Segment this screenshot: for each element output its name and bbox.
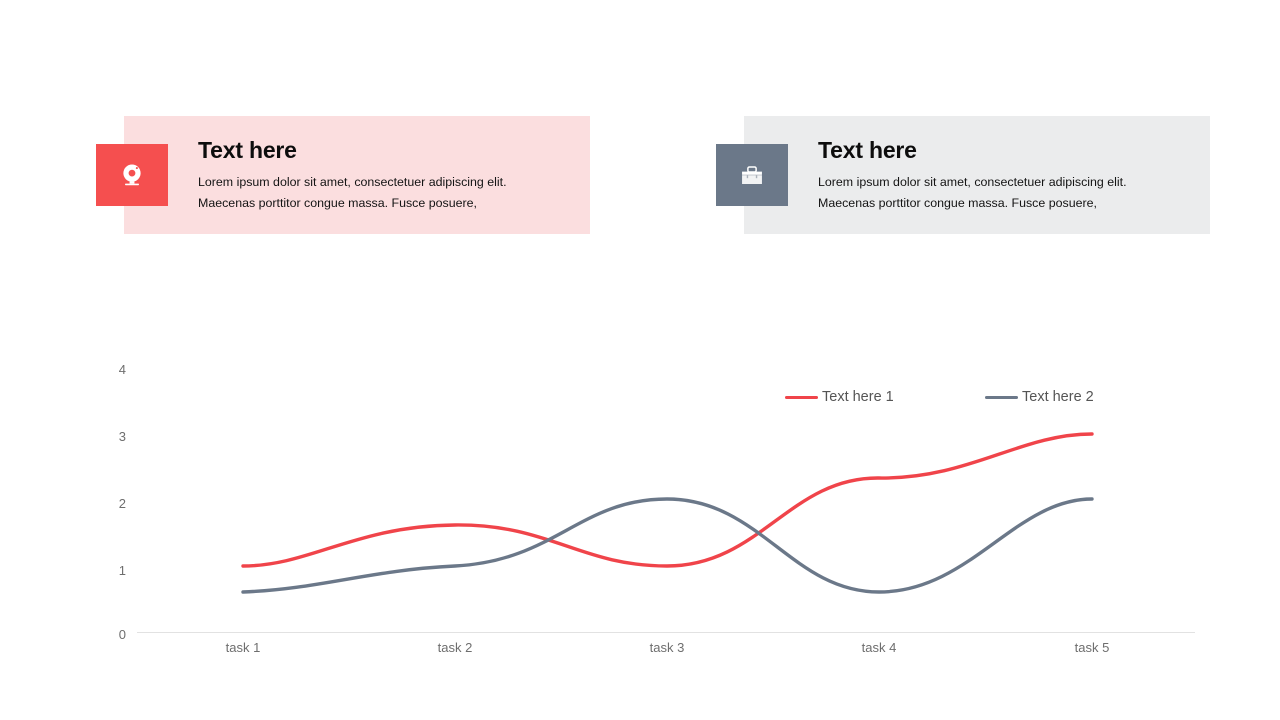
x-axis-tick-4: task 5 (1074, 640, 1110, 655)
feature-card-1-icon-tile (96, 144, 168, 206)
x-axis-line (137, 632, 1195, 633)
legend-label-series-1: Text here 1 (822, 389, 894, 405)
feature-card-2-background (744, 116, 1210, 234)
series-line-text-here-1 (241, 432, 1094, 568)
y-axis-tick-4: 4 (118, 362, 126, 377)
y-axis-tick-2: 2 (118, 496, 126, 511)
legend-item-series-1: Text here 1 (785, 389, 894, 405)
feature-card-2: Text here Lorem ipsum dolor sit amet, co… (716, 116, 1210, 234)
legend-item-series-2: Text here 2 (985, 389, 1094, 405)
feature-card-2-text: Lorem ipsum dolor sit amet, consectetuer… (818, 175, 1127, 210)
series-line-text-here-2 (241, 497, 1094, 594)
y-axis-tick-1: 1 (118, 563, 126, 578)
x-axis-tick-0: task 1 (225, 640, 261, 655)
feature-card-1: Text here Lorem ipsum dolor sit amet, co… (96, 116, 590, 234)
feature-card-1-title: Text here (198, 137, 297, 163)
feature-card-2-icon-tile (716, 144, 788, 206)
feature-card-1-body: Text here Lorem ipsum dolor sit amet, co… (198, 137, 582, 213)
toolbox-icon (742, 166, 762, 184)
x-axis-tick-1: task 2 (437, 640, 473, 655)
legend-label-series-2: Text here 2 (1022, 389, 1094, 405)
y-axis-tick-0: 0 (118, 627, 126, 642)
line-chart: 4 3 2 1 0 Text here 1 Text here 2 task 1… (0, 345, 1280, 675)
x-axis-tick-3: task 4 (861, 640, 897, 655)
legend-swatch-series-1 (785, 395, 818, 399)
x-axis-tick-2: task 3 (649, 640, 685, 655)
webcam-icon (123, 164, 141, 186)
legend-swatch-series-2 (985, 395, 1018, 399)
y-axis-tick-3: 3 (118, 429, 126, 444)
chart-plot-area (241, 432, 1094, 594)
feature-card-2-title: Text here (818, 137, 917, 163)
feature-card-2-body: Text here Lorem ipsum dolor sit amet, co… (818, 137, 1202, 213)
feature-card-1-text: Lorem ipsum dolor sit amet, consectetuer… (198, 175, 507, 210)
feature-card-1-background (124, 116, 590, 234)
